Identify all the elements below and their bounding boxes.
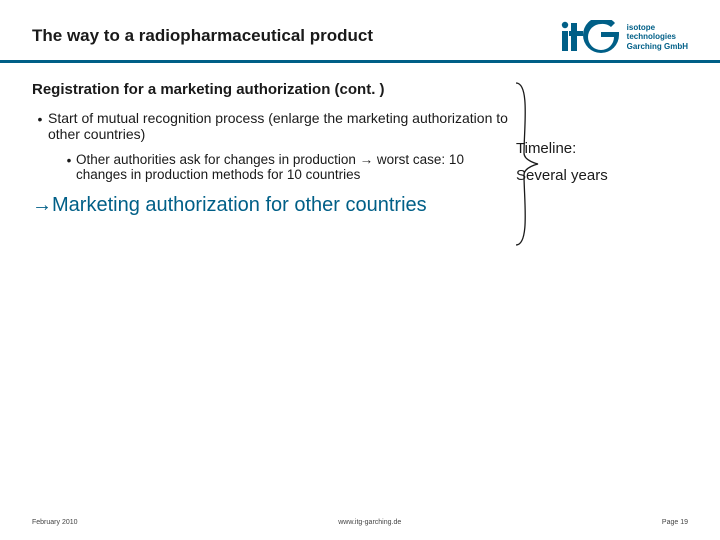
logo-tagline-l3: Garching GmbH	[627, 42, 688, 51]
bullet-level1: • Start of mutual recognition process (e…	[32, 110, 512, 142]
content: Registration for a marketing authorizati…	[32, 81, 688, 217]
arrow-icon: →	[32, 194, 52, 216]
subheading: Registration for a marketing authorizati…	[32, 81, 688, 98]
bullet-level2: • Other authorities ask for changes in p…	[62, 152, 512, 182]
logo: isotope technologies Garching GmbH	[559, 20, 688, 54]
header: The way to a radiopharmaceutical product…	[32, 20, 688, 60]
logo-tagline: isotope technologies Garching GmbH	[627, 23, 688, 51]
footer-left: February 2010	[32, 519, 78, 526]
bullet-dot: •	[62, 152, 76, 182]
footer: February 2010 www.itg-garching.de Page 1…	[32, 519, 688, 526]
conclusion: →Marketing authorization for other count…	[32, 194, 512, 217]
brace-icon	[512, 79, 542, 249]
footer-right: Page 19	[662, 519, 688, 526]
bullet-dot: •	[32, 110, 48, 142]
header-divider	[0, 60, 720, 63]
itg-logo-icon	[559, 20, 619, 54]
page-title: The way to a radiopharmaceutical product	[32, 20, 373, 46]
bullet-text: Start of mutual recognition process (enl…	[48, 110, 512, 142]
brace	[512, 79, 542, 249]
footer-center: www.itg-garching.de	[338, 519, 401, 526]
content-row: • Start of mutual recognition process (e…	[32, 110, 688, 217]
logo-tagline-l1: isotope	[627, 23, 688, 32]
conclusion-text: Marketing authorization for other countr…	[52, 194, 427, 216]
bullet-text: Other authorities ask for changes in pro…	[76, 152, 512, 182]
slide: The way to a radiopharmaceutical product…	[0, 0, 720, 540]
left-column: • Start of mutual recognition process (e…	[32, 110, 512, 217]
logo-tagline-l2: technologies	[627, 32, 688, 41]
